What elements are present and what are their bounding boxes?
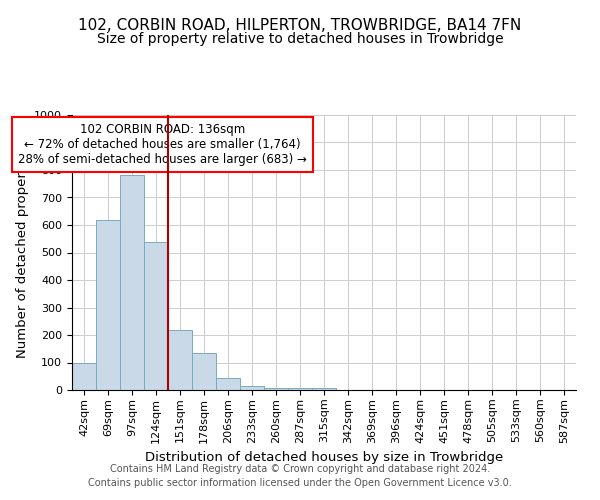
Text: 102 CORBIN ROAD: 136sqm
← 72% of detached houses are smaller (1,764)
28% of semi: 102 CORBIN ROAD: 136sqm ← 72% of detache… bbox=[18, 123, 307, 166]
Bar bbox=[144, 242, 168, 390]
Bar bbox=[288, 388, 312, 390]
X-axis label: Distribution of detached houses by size in Trowbridge: Distribution of detached houses by size … bbox=[145, 451, 503, 464]
Text: 102, CORBIN ROAD, HILPERTON, TROWBRIDGE, BA14 7FN: 102, CORBIN ROAD, HILPERTON, TROWBRIDGE,… bbox=[79, 18, 521, 32]
Bar bbox=[216, 378, 240, 390]
Bar bbox=[192, 353, 216, 390]
Bar bbox=[264, 388, 288, 390]
Bar bbox=[240, 386, 264, 390]
Text: Size of property relative to detached houses in Trowbridge: Size of property relative to detached ho… bbox=[97, 32, 503, 46]
Text: Contains HM Land Registry data © Crown copyright and database right 2024.
Contai: Contains HM Land Registry data © Crown c… bbox=[88, 464, 512, 487]
Bar bbox=[96, 220, 120, 390]
Bar bbox=[120, 176, 144, 390]
Bar bbox=[168, 330, 192, 390]
Bar bbox=[312, 388, 336, 390]
Bar bbox=[72, 362, 96, 390]
Y-axis label: Number of detached properties: Number of detached properties bbox=[16, 148, 29, 358]
